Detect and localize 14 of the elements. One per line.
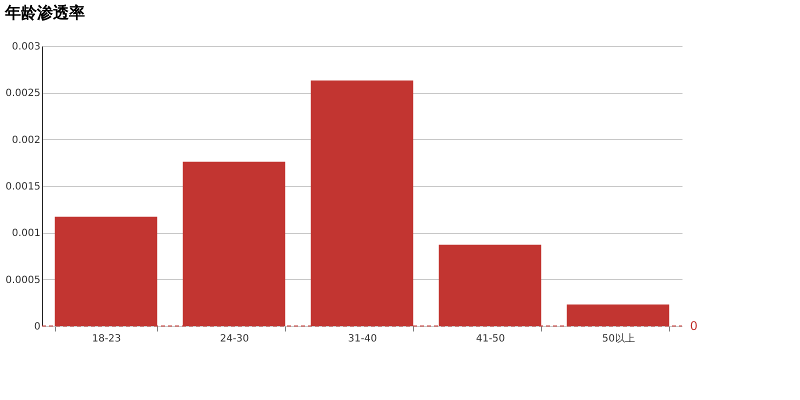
y-tick-label: 0.003 bbox=[12, 42, 40, 52]
y-tick-label: 0.0025 bbox=[6, 88, 40, 100]
y-tick-label: 0.001 bbox=[12, 228, 40, 240]
x-tick-label: 50以上 bbox=[602, 332, 635, 344]
chart-title: 年龄渗透率 bbox=[4, 3, 86, 22]
y-tick-label: 0.0015 bbox=[6, 182, 40, 192]
x-tick-label: 24-30 bbox=[220, 334, 250, 344]
y-tick-label: 0 bbox=[34, 322, 40, 332]
x-tick-label: 18-23 bbox=[92, 334, 122, 344]
x-tick-label: 41-50 bbox=[476, 334, 506, 344]
y-tick-label: 0.0005 bbox=[6, 274, 40, 286]
x-tick-label: 31-40 bbox=[348, 334, 378, 344]
ref-line-label: 0 bbox=[690, 319, 698, 333]
y-tick-label: 0.002 bbox=[12, 134, 40, 146]
